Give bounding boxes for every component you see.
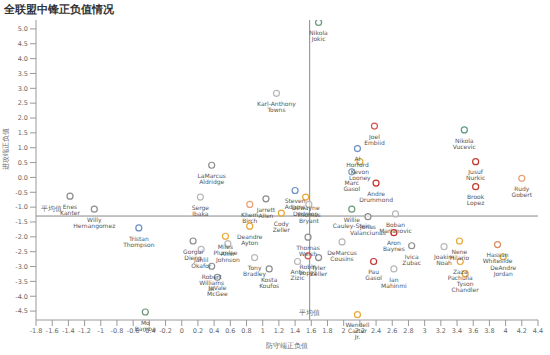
svg-text:2.8: 2.8 xyxy=(403,327,413,335)
svg-text:3: 3 xyxy=(423,327,427,335)
svg-text:4.5: 4.5 xyxy=(18,40,28,48)
svg-text:2.5: 2.5 xyxy=(18,99,28,107)
svg-text:-2.0: -2.0 xyxy=(15,233,28,241)
svg-text:1.4: 1.4 xyxy=(290,327,300,335)
svg-text:-1: -1 xyxy=(98,327,104,335)
svg-text:PauGasol: PauGasol xyxy=(365,268,382,281)
svg-text:0: 0 xyxy=(180,327,184,335)
svg-text:JaValeMcGee: JaValeMcGee xyxy=(207,284,228,297)
svg-text:JarrettAllen: JarrettAllen xyxy=(256,206,276,219)
svg-text:1.0: 1.0 xyxy=(18,144,28,152)
svg-text:-1.4: -1.4 xyxy=(62,327,75,335)
svg-text:JahlilOkafor: JahlilOkafor xyxy=(191,256,212,269)
svg-text:JoelEmbiid: JoelEmbiid xyxy=(364,133,385,146)
svg-text:LaMarcusAldridge: LaMarcusAldridge xyxy=(197,172,225,186)
svg-text:TylerZeller: TylerZeller xyxy=(310,264,328,277)
svg-text:BrookLopez: BrookLopez xyxy=(467,193,485,207)
svg-text:-2.5: -2.5 xyxy=(15,248,28,256)
svg-text:2.0: 2.0 xyxy=(18,114,28,122)
svg-text:IvicaZubac: IvicaZubac xyxy=(402,253,421,266)
svg-text:平均值: 平均值 xyxy=(299,309,320,317)
svg-text:DeMarcusCousins: DeMarcusCousins xyxy=(327,249,357,262)
svg-text:MarcGasol: MarcGasol xyxy=(343,179,360,192)
svg-text:JonasValanciunas: JonasValanciunas xyxy=(350,223,386,236)
svg-text:0.8: 0.8 xyxy=(241,327,251,335)
svg-text:-1.0: -1.0 xyxy=(15,203,28,211)
svg-text:MoBamba: MoBamba xyxy=(135,319,156,332)
svg-text:AndreDrummond: AndreDrummond xyxy=(359,190,393,203)
svg-text:0.6: 0.6 xyxy=(225,327,235,335)
svg-text:EnesKanter: EnesKanter xyxy=(60,203,80,216)
svg-text:4: 4 xyxy=(504,327,508,335)
svg-text:AronBaynes: AronBaynes xyxy=(383,239,405,253)
svg-text:WendellCarterJr.: WendellCarterJr. xyxy=(345,321,369,341)
svg-text:SergeIbaka: SergeIbaka xyxy=(192,204,210,217)
svg-text:进攻端正负值: 进攻端正负值 xyxy=(2,128,10,170)
svg-text:-4.0: -4.0 xyxy=(15,293,28,301)
svg-text:AnteZizic: AnteZizic xyxy=(291,268,305,281)
svg-text:4.2: 4.2 xyxy=(517,327,527,335)
svg-text:ThomasBryant: ThomasBryant xyxy=(296,211,321,225)
svg-text:-3.0: -3.0 xyxy=(15,263,28,271)
svg-text:4.0: 4.0 xyxy=(18,55,28,63)
svg-text:1.2: 1.2 xyxy=(274,327,284,335)
svg-text:-1.2: -1.2 xyxy=(78,327,91,335)
svg-text:KostaKoufos: KostaKoufos xyxy=(259,276,279,289)
svg-text:平均值: 平均值 xyxy=(41,205,62,213)
svg-text:-1.6: -1.6 xyxy=(46,327,59,335)
svg-text:0.5: 0.5 xyxy=(18,159,28,167)
svg-text:-3.5: -3.5 xyxy=(15,278,28,286)
svg-text:1.5: 1.5 xyxy=(18,129,28,137)
svg-text:ThomasWelsh: ThomasWelsh xyxy=(295,244,320,257)
svg-text:NikolaJokic: NikolaJokic xyxy=(309,29,328,43)
svg-text:2.6: 2.6 xyxy=(387,327,397,335)
svg-text:0.2: 0.2 xyxy=(193,327,203,335)
svg-text:DeandreAyton: DeandreAyton xyxy=(237,233,263,247)
svg-text:IanMahinmi: IanMahinmi xyxy=(381,276,407,289)
svg-text:5.0: 5.0 xyxy=(18,25,28,33)
svg-text:3.6: 3.6 xyxy=(468,327,478,335)
svg-text:防守端正负值: 防守端正负值 xyxy=(266,342,308,350)
svg-text:RudyGobert: RudyGobert xyxy=(511,185,532,198)
svg-text:Karl-AnthonyTowns: Karl-AnthonyTowns xyxy=(257,100,296,113)
svg-text:3.5: 3.5 xyxy=(18,70,28,78)
svg-text:AlHorford: AlHorford xyxy=(346,155,369,168)
svg-text:3.8: 3.8 xyxy=(484,327,494,335)
svg-text:-0.2: -0.2 xyxy=(159,327,172,335)
svg-text:-4.5: -4.5 xyxy=(15,307,28,315)
svg-text:3.0: 3.0 xyxy=(18,85,28,93)
svg-text:CodyZeller: CodyZeller xyxy=(273,220,291,233)
svg-text:JusufNurkic: JusufNurkic xyxy=(466,168,485,181)
svg-text:1: 1 xyxy=(261,327,265,335)
svg-text:4.4: 4.4 xyxy=(533,327,543,335)
svg-text:-0.8: -0.8 xyxy=(111,327,124,335)
svg-text:AmirJohnson: AmirJohnson xyxy=(215,250,240,264)
svg-text:3.2: 3.2 xyxy=(436,327,446,335)
svg-text:2.4: 2.4 xyxy=(371,327,381,335)
svg-text:NeneHilario: NeneHilario xyxy=(450,248,470,261)
svg-text:NikolaVucevic: NikolaVucevic xyxy=(453,137,476,150)
svg-text:1.8: 1.8 xyxy=(322,327,332,335)
svg-text:-1.5: -1.5 xyxy=(15,218,28,226)
svg-text:DeAndreJordan: DeAndreJordan xyxy=(490,264,516,278)
svg-text:TysonChandler: TysonChandler xyxy=(452,280,480,293)
svg-text:WillyHernangomez: WillyHernangomez xyxy=(73,216,115,230)
svg-text:-0.5: -0.5 xyxy=(15,189,28,197)
svg-text:ZazaPachulia: ZazaPachulia xyxy=(448,268,473,281)
svg-text:KhemBirch: KhemBirch xyxy=(241,211,258,224)
svg-text:TristanThompson: TristanThompson xyxy=(122,235,155,249)
svg-text:HassanWhiteside: HassanWhiteside xyxy=(483,251,513,264)
svg-text:0.4: 0.4 xyxy=(209,327,219,335)
svg-text:-1.8: -1.8 xyxy=(30,327,43,335)
svg-text:1.6: 1.6 xyxy=(306,327,316,335)
svg-text:0.0: 0.0 xyxy=(18,174,28,182)
svg-text:3.4: 3.4 xyxy=(452,327,462,335)
